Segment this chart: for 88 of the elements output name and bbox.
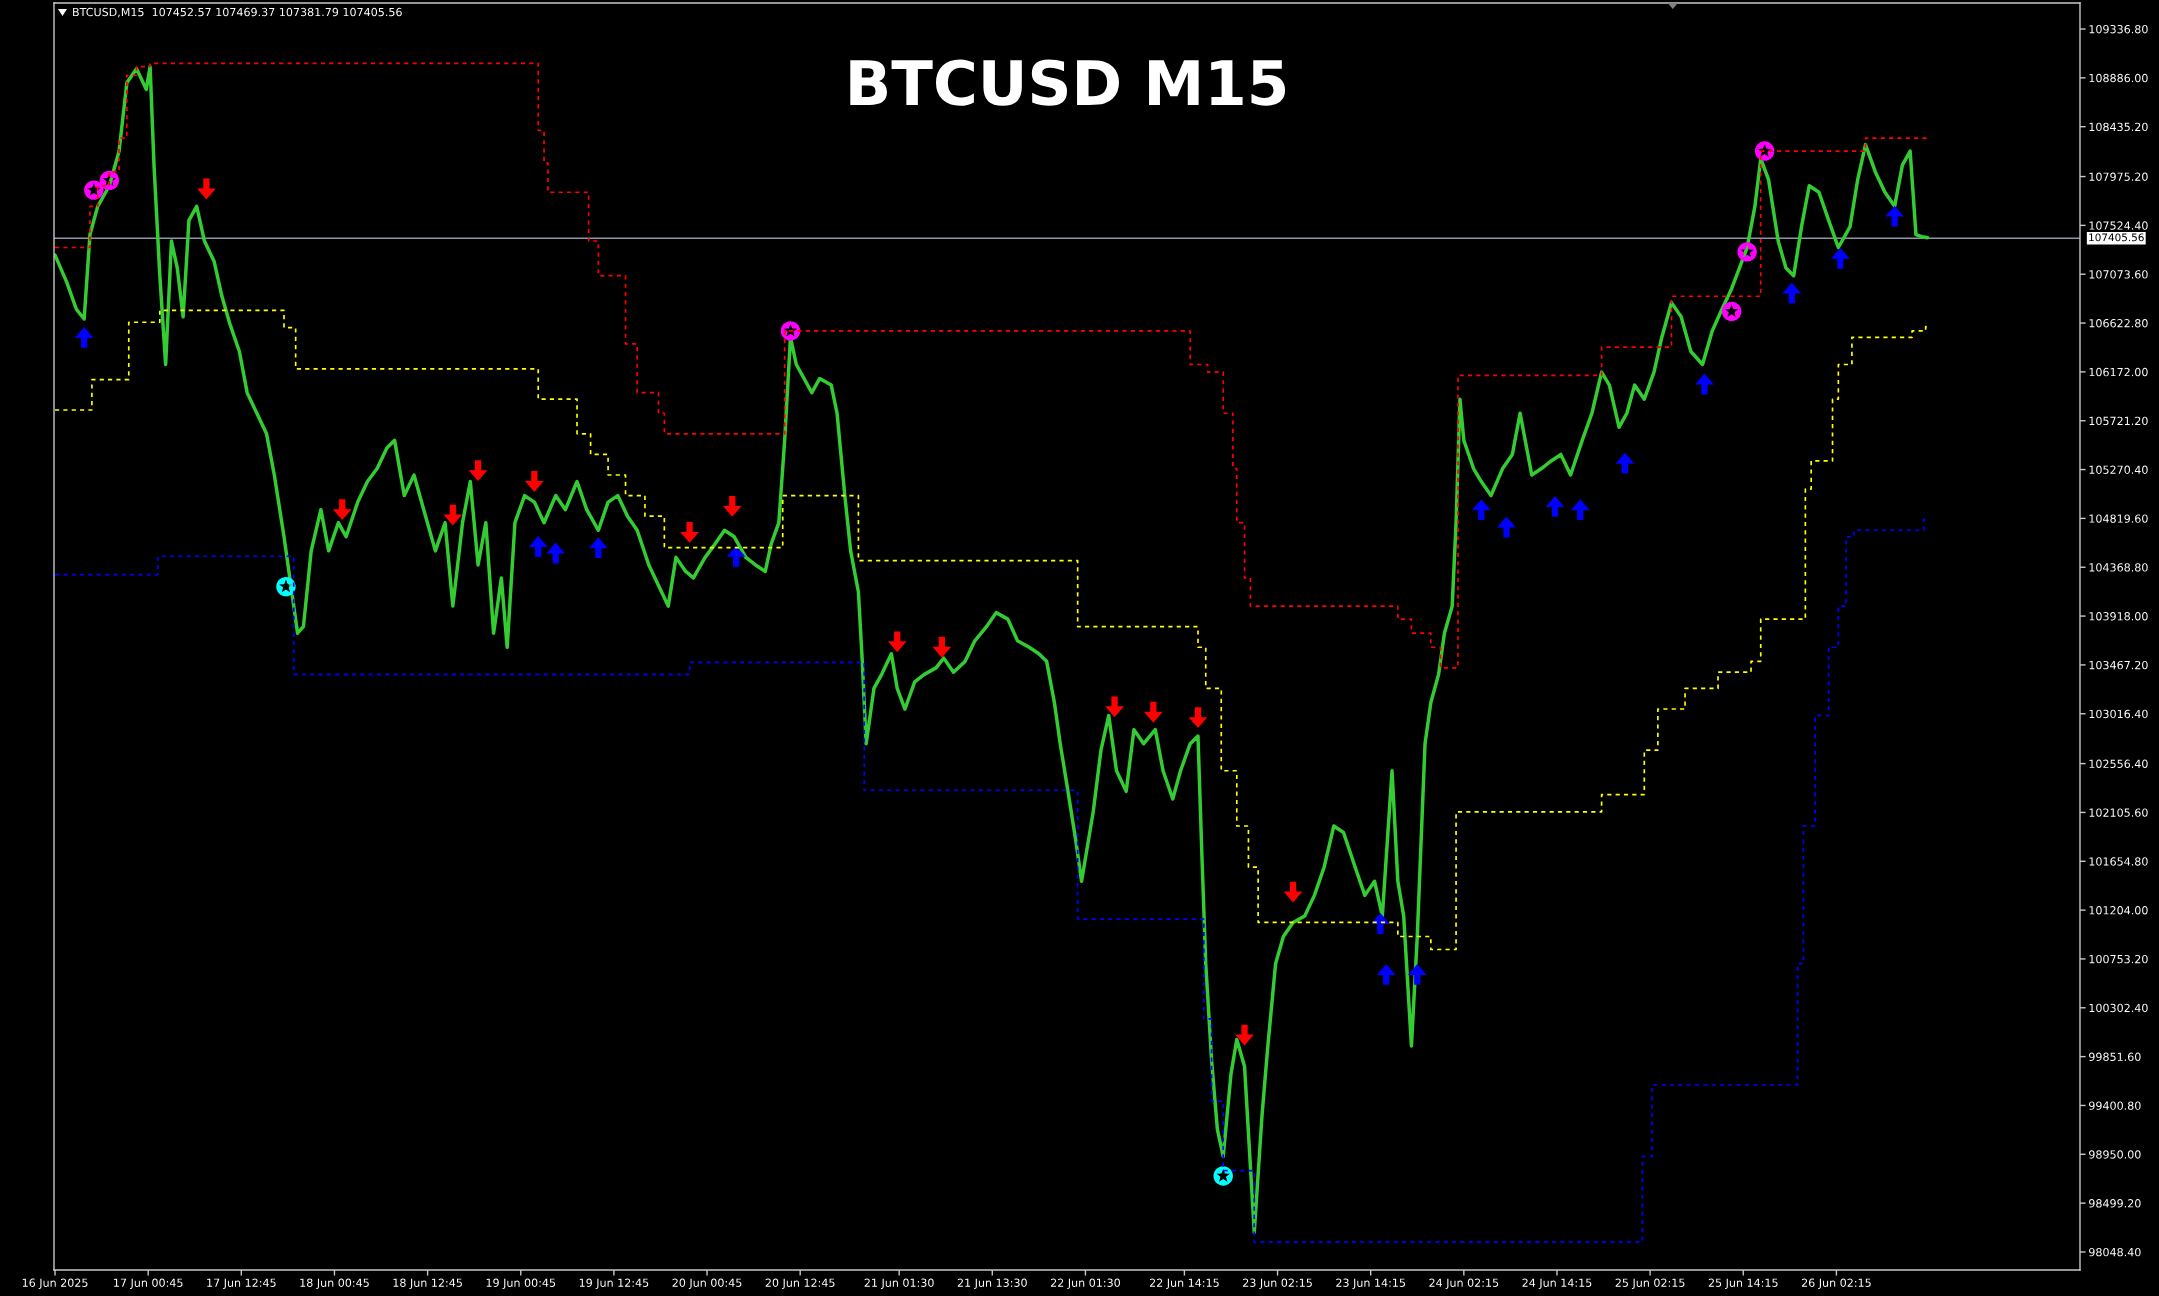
y-tick-label: 101204.00 [2089, 906, 2148, 915]
point [1213, 1166, 1233, 1186]
y-tick-label: 100753.20 [2089, 954, 2148, 964]
y-tick-label: 99400.80 [2089, 1101, 2141, 1110]
y-tick-label: 102556.40 [2089, 759, 2148, 768]
y-tick-label: 104819.60 [2089, 514, 2148, 523]
chart-subtitle: BTCUSD,M15 107452.57 107469.37 107381.79 107405.56 [73, 7, 402, 18]
point [1754, 141, 1775, 161]
point [1283, 881, 1303, 903]
point [468, 460, 488, 482]
x-tick-label: 24 Jun 02:15 [1429, 1278, 1499, 1289]
point [1830, 247, 1850, 269]
point [1235, 1024, 1254, 1046]
y-tick-label: 107073.60 [2089, 270, 2148, 279]
point [680, 522, 699, 543]
y-tick-label: 105270.40 [2089, 465, 2148, 474]
point [1407, 964, 1427, 985]
x-tick-label: 22 Jun 01:30 [1050, 1278, 1120, 1289]
x-tick-label: 18 Jun 00:45 [300, 1278, 369, 1289]
point [1188, 707, 1208, 729]
point [528, 536, 548, 557]
y-tick-label: 104368.80 [2089, 563, 2148, 572]
point [99, 170, 120, 191]
x-tick-label: 20 Jun 00:45 [672, 1278, 742, 1289]
point [1721, 301, 1742, 322]
x-tick-label: 21 Jun 13:30 [957, 1278, 1027, 1289]
point [443, 504, 463, 526]
point [1695, 373, 1714, 395]
point [1615, 452, 1635, 474]
y-tick-label: 109336.80 [2089, 25, 2148, 34]
point [1545, 496, 1565, 517]
point [589, 537, 608, 559]
x-tick-label: 19 Jun 00:45 [486, 1278, 556, 1289]
point [546, 542, 566, 564]
x-tick-label: 20 Jun 12:45 [765, 1278, 835, 1289]
point [332, 499, 352, 521]
y-tick-label: 98499.20 [2089, 1199, 2141, 1208]
point [887, 631, 907, 653]
x-tick-label: 24 Jun 14:15 [1522, 1278, 1592, 1289]
y-tick-label: 102105.60 [2089, 808, 2148, 817]
point [524, 471, 544, 492]
y-tick-label: 103467.20 [2089, 660, 2148, 670]
x-tick-label: 18 Jun 12:45 [393, 1278, 462, 1289]
y-tick-label: 98048.40 [2089, 1247, 2141, 1257]
x-tick-label: 25 Jun 02:15 [1615, 1278, 1685, 1289]
point [932, 636, 952, 658]
x-tick-label: 23 Jun 14:15 [1336, 1278, 1406, 1289]
point [276, 576, 296, 597]
point [1782, 282, 1802, 304]
x-tick-label: 19 Jun 12:45 [579, 1278, 649, 1289]
point [84, 180, 104, 200]
y-tick-label: 106172.00 [2089, 367, 2148, 377]
x-tick-label: 16 Jun 2025 [22, 1278, 88, 1289]
x-tick-label: 17 Jun 12:45 [207, 1278, 276, 1289]
x-tick-label: 21 Jun 01:30 [864, 1278, 934, 1289]
point [1143, 701, 1163, 723]
y-tick-label: 101654.80 [2089, 857, 2148, 866]
y-tick-label: 103918.00 [2089, 612, 2148, 621]
y-tick-label: 98950.00 [2089, 1150, 2141, 1159]
x-tick-label: 22 Jun 14:15 [1149, 1278, 1219, 1289]
point [1885, 205, 1904, 227]
point [780, 321, 801, 341]
y-tick-label: 107524.40 [2089, 221, 2148, 230]
y-tick-label: 108886.00 [2089, 73, 2148, 83]
x-tick-label: 17 Jun 00:45 [114, 1278, 183, 1289]
point [1497, 516, 1516, 538]
point [197, 178, 216, 200]
text: BTCUSD M15 [850, 59, 1286, 106]
point [1105, 696, 1124, 718]
point [74, 327, 94, 348]
y-tick-label: 103016.40 [2089, 709, 2148, 719]
ref-line-label: 107405.56 [2089, 233, 2144, 242]
point [1371, 913, 1390, 934]
point [726, 545, 746, 567]
point [1570, 499, 1590, 521]
point [1737, 242, 1757, 262]
y-tick-label: 108435.20 [2089, 122, 2148, 132]
y-tick-label: 99851.60 [2089, 1052, 2141, 1061]
x-tick-label: 26 Jun 02:15 [1801, 1278, 1871, 1289]
x-tick-label: 25 Jun 14:15 [1708, 1278, 1778, 1289]
y-tick-label: 100302.40 [2089, 1003, 2148, 1013]
y-tick-label: 105721.20 [2089, 416, 2148, 426]
point [1376, 964, 1396, 985]
point [722, 496, 742, 517]
y-tick-label: 107975.20 [2089, 172, 2148, 181]
point [1471, 499, 1491, 521]
y-tick-label: 106622.80 [2089, 319, 2148, 328]
x-tick-label: 23 Jun 02:15 [1243, 1278, 1312, 1289]
